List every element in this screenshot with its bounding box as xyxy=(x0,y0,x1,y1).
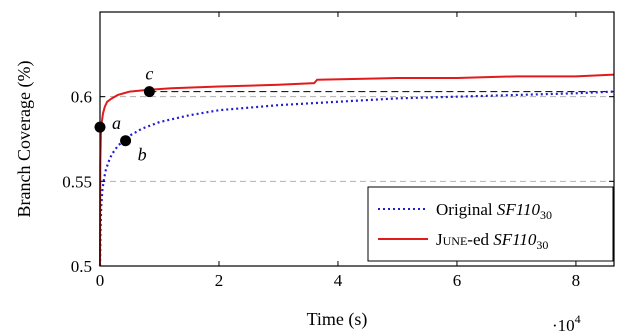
y-tick-label: 0.6 xyxy=(71,88,92,107)
point-c xyxy=(143,86,155,98)
gridlines xyxy=(100,96,614,182)
x-axis-multiplier-exponent: 4 xyxy=(575,312,581,326)
legend-box xyxy=(367,186,614,262)
y-tick-label: 0.5 xyxy=(71,257,92,276)
tick-labels: 0 2 4 6 8 0.5 0.55 0.6 xyxy=(62,88,580,290)
y-axis-label: Branch Coverage (%) xyxy=(14,61,35,218)
point-label-a: a xyxy=(112,113,121,133)
point-label-c: c xyxy=(145,64,153,84)
series-line-0 xyxy=(98,90,615,267)
legend-label-0: Original SF11030 xyxy=(436,200,552,222)
point-label-b: b xyxy=(138,145,147,165)
x-axis-label: Time (s) xyxy=(307,309,368,330)
legend-label-1: June-ed SF11030 xyxy=(436,230,548,252)
x-tick-label: 4 xyxy=(334,271,343,290)
plot-frame xyxy=(99,11,615,267)
x-axis-multiplier: ·104 xyxy=(552,312,581,335)
x-tick-label: 6 xyxy=(453,271,462,290)
x-tick-label: 0 xyxy=(96,271,105,290)
legend: Original SF11030 June-ed SF11030 xyxy=(367,186,614,262)
x-tick-label: 2 xyxy=(215,271,224,290)
marked-points: ab c xyxy=(94,64,155,165)
point-b xyxy=(120,135,132,147)
axes xyxy=(99,11,615,267)
y-tick-label: 0.55 xyxy=(62,172,92,191)
x-tick-label: 8 xyxy=(572,271,581,290)
x-axis-multiplier-base: ·10 xyxy=(552,316,575,335)
